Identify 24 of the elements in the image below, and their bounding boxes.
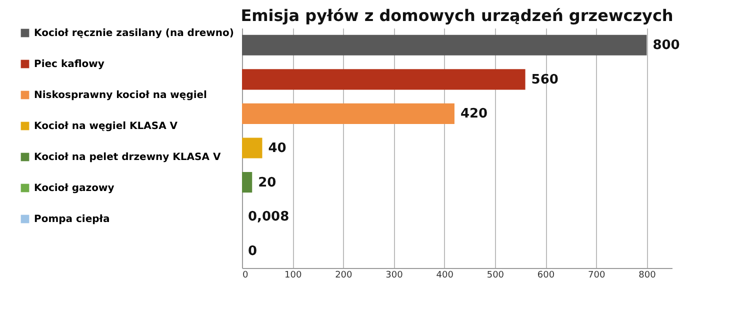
x-tick-label: 700	[588, 270, 606, 280]
legend-label: Piec kaflowy	[34, 59, 105, 70]
legend-label: Kocioł gazowy	[34, 183, 115, 194]
data-label: 40	[268, 141, 286, 156]
data-label: 20	[258, 175, 276, 190]
data-label: 800	[652, 38, 680, 54]
x-tick-label: 0	[242, 270, 248, 280]
data-label: 0,008	[248, 210, 290, 225]
x-tick-label: 200	[335, 270, 353, 280]
data-label: 560	[531, 72, 558, 88]
x-tick-label: 800	[638, 270, 656, 280]
chart-title: Emisja pyłów z domowych urządzeń grzewczych	[240, 6, 674, 25]
legend-label: Niskosprawny kocioł na węgiel	[34, 90, 207, 101]
x-tick-label: 300	[386, 270, 404, 280]
data-label: 0	[248, 244, 258, 259]
x-tick-label: 100	[284, 270, 302, 280]
data-label: 420	[460, 106, 488, 122]
legend-label: Kocioł na węgiel KLASA V	[34, 121, 178, 132]
x-tick-label: 400	[436, 270, 454, 280]
x-tick-label: 600	[537, 270, 555, 280]
x-tick-label: 500	[486, 270, 504, 280]
legend-label: Kocioł na pelet drzewny KLASA V	[34, 152, 221, 163]
legend-label: Pompa ciepła	[34, 214, 110, 225]
legend-label: Kocioł ręcznie zasilany (na drewno)	[34, 28, 234, 39]
